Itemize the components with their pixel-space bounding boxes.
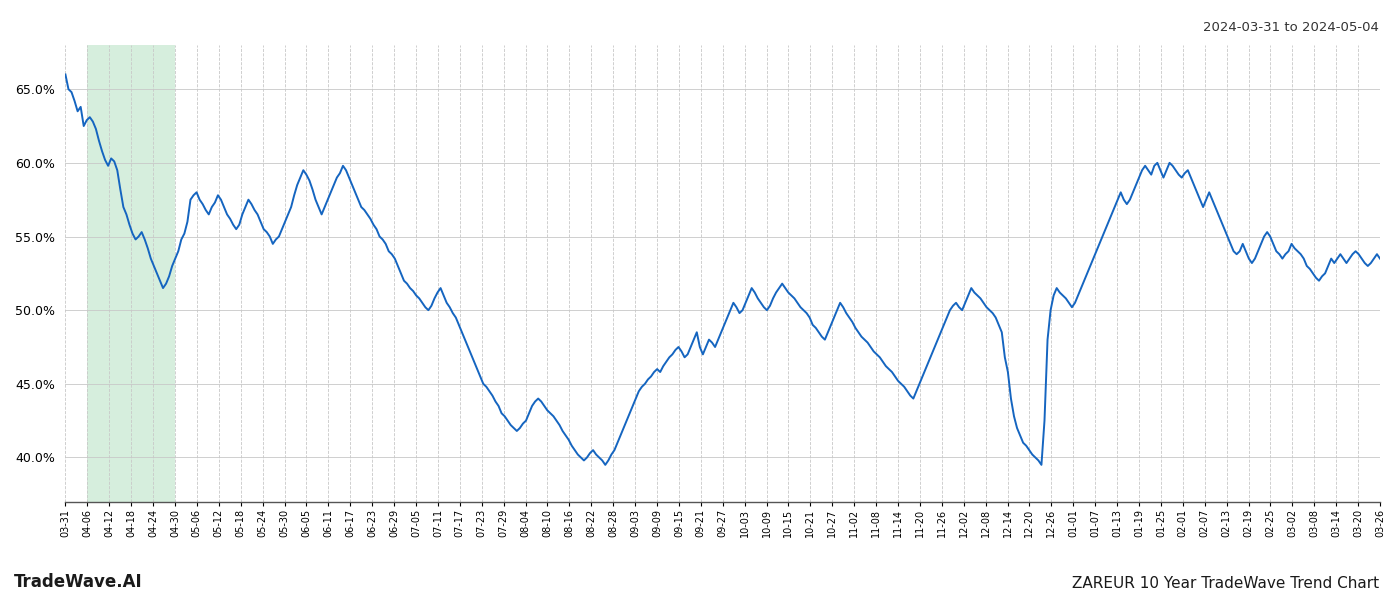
Text: ZAREUR 10 Year TradeWave Trend Chart: ZAREUR 10 Year TradeWave Trend Chart: [1072, 576, 1379, 591]
Text: TradeWave.AI: TradeWave.AI: [14, 573, 143, 591]
Bar: [87, 45, 175, 502]
Text: 2024-03-31 to 2024-05-04: 2024-03-31 to 2024-05-04: [1203, 21, 1379, 34]
